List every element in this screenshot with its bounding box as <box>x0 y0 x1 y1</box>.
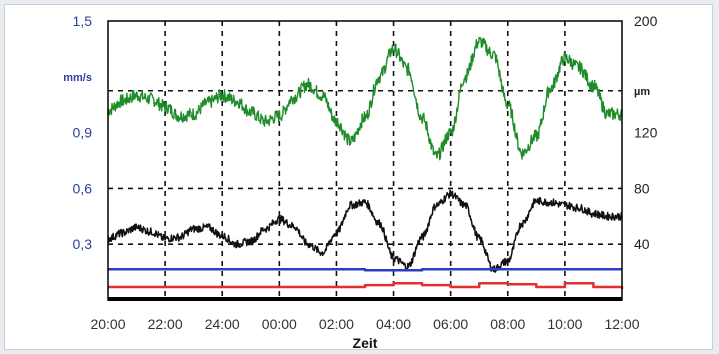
black-series <box>107 189 623 273</box>
grid <box>108 21 622 300</box>
chart-frame <box>4 4 713 350</box>
right-tick-label: 80 <box>634 180 650 196</box>
x-tick-label: 22:00 <box>148 316 183 332</box>
left-axis-unit: mm/s <box>63 72 92 84</box>
x-tick-label: 10:00 <box>547 316 582 332</box>
right-axis-unit: µm <box>634 86 650 98</box>
x-axis-label: Zeit <box>353 335 378 351</box>
right-tick-label: 40 <box>634 236 650 252</box>
left-tick-label: 1,5 <box>73 13 93 29</box>
right-tick-label: 120 <box>634 125 658 141</box>
right-tick-label: 200 <box>634 13 658 29</box>
tick-labels: 1,5 0,9 0,6 0,3 200 120 80 40 20:00 22:00 24:00 00:… <box>73 13 658 332</box>
x-tick-label: 08:00 <box>490 316 525 332</box>
green-series <box>107 36 623 161</box>
x-tick-label: 02:00 <box>319 316 354 332</box>
red-series <box>108 282 624 289</box>
x-tick-label: 00:00 <box>262 316 297 332</box>
x-tick-label: 24:00 <box>205 316 240 332</box>
x-tick-label: 12:00 <box>604 316 639 332</box>
x-tick-label: 04:00 <box>376 316 411 332</box>
plot-border <box>107 20 623 301</box>
x-tick-label: 20:00 <box>90 316 125 332</box>
series-layer <box>107 36 624 301</box>
left-tick-label: 0,3 <box>73 236 93 252</box>
x-tick-label: 06:00 <box>433 316 468 332</box>
blue-series <box>108 268 622 272</box>
left-tick-label: 0,9 <box>73 125 93 141</box>
left-tick-label: 0,6 <box>73 180 93 196</box>
